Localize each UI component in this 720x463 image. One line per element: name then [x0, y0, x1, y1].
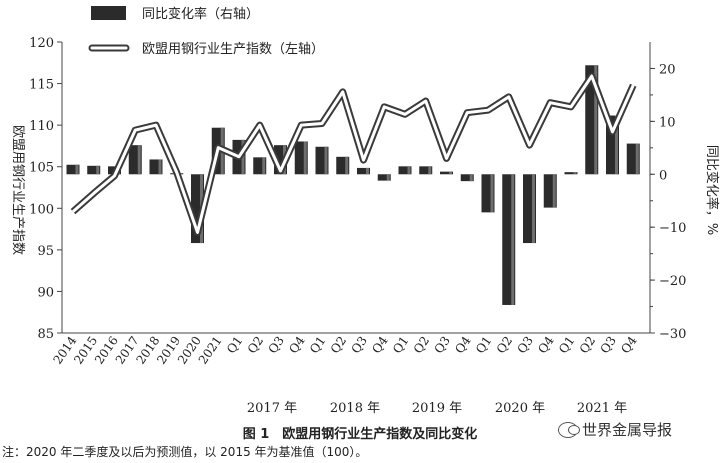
group-label-2017: 2017 年 — [247, 401, 297, 416]
bar-shade — [75, 164, 79, 175]
watermark: 世界金属导报 — [558, 419, 672, 440]
left-tick-label: 85 — [37, 327, 54, 342]
bar-shade — [303, 141, 307, 175]
bar-shade — [158, 159, 162, 175]
right-tick-label: 10 — [659, 115, 676, 130]
right-tick-label: 20 — [659, 62, 676, 77]
left-tick-label: 90 — [37, 285, 54, 300]
x-tick-label: Q4 — [369, 333, 391, 356]
bar-shade — [552, 174, 556, 208]
x-tick-label: Q2 — [494, 334, 515, 356]
x-tick-label: Q1 — [307, 334, 328, 356]
bar-shade — [532, 174, 535, 244]
bar — [357, 167, 370, 175]
left-tick-label: 95 — [37, 244, 54, 259]
bar-shade — [407, 166, 411, 175]
group-label-2020: 2020 年 — [495, 401, 545, 416]
bar — [377, 174, 391, 181]
bar-shade — [262, 157, 266, 175]
index-line — [72, 74, 635, 234]
x-tick-label: Q2 — [577, 334, 598, 356]
wechat-icon — [558, 421, 580, 438]
legend: 同比变化率（右轴） 欧盟用钢行业生产指数（左轴） — [88, 6, 324, 57]
x-tick-label: Q2 — [411, 334, 432, 356]
bar — [66, 164, 80, 175]
left-axis-ticks: 120 115 110 105 100 95 90 85 — [29, 36, 62, 342]
line-series — [70, 72, 637, 236]
group-label-2021: 2021 年 — [577, 401, 627, 416]
x-tick-label: Q4 — [286, 333, 308, 356]
bar-shade — [428, 166, 432, 175]
bar — [87, 165, 101, 175]
x-tick-label: Q1 — [390, 334, 411, 356]
right-axis-ticks: 20 10 0 −10 −20 −30 — [650, 62, 686, 342]
bar-shade — [96, 165, 100, 175]
right-axis-title: 同比变化率，% — [704, 145, 720, 235]
x-tick-label: Q3 — [431, 334, 452, 356]
right-tick-label: −30 — [659, 327, 686, 342]
right-tick-label: −10 — [659, 221, 686, 236]
bar-shade — [490, 174, 494, 213]
figure-caption: 图 1 欧盟用钢行业生产指数及同比变化 — [242, 427, 478, 442]
bar-shade — [469, 174, 473, 182]
chart-canvas: 同比变化率（右轴） 欧盟用钢行业生产指数（左轴） 120115110105100… — [10, 6, 720, 416]
x-tick-label: 2021 — [196, 334, 225, 367]
group-label-2018: 2018 年 — [330, 401, 380, 416]
x-tick-label: Q1 — [473, 334, 494, 356]
legend-bar-label: 同比变化率（右轴） — [142, 6, 259, 22]
left-axis-title: 欧盟用钢行业生产指数 — [10, 125, 25, 255]
bar-shade — [635, 143, 639, 175]
x-tick-label: Q3 — [265, 334, 286, 356]
left-tick-label: 105 — [29, 161, 54, 176]
bar-shade — [594, 65, 598, 175]
x-tick-label: Q2 — [328, 334, 349, 356]
x-tick-label: Q3 — [597, 334, 618, 356]
left-tick-label: 120 — [29, 36, 54, 51]
x-tick-label: Q4 — [452, 333, 474, 356]
index-line-outline — [70, 72, 637, 236]
bar — [398, 166, 412, 175]
bar-shade — [241, 139, 245, 175]
watermark-text: 世界金属导报 — [582, 421, 673, 439]
bar-shade — [573, 172, 577, 175]
bar-shade — [511, 174, 515, 305]
x-tick-label: Q4 — [618, 333, 640, 356]
legend-bar-swatch — [91, 6, 126, 20]
bar-shade — [386, 174, 390, 181]
bar-shade — [324, 146, 328, 175]
bar — [419, 166, 433, 175]
x-tick-label: Q1 — [556, 334, 577, 356]
x-tick-label: Q4 — [535, 333, 557, 356]
left-tick-label: 100 — [29, 202, 54, 217]
left-tick-label: 115 — [29, 78, 54, 93]
figure-note: 注：2020 年二季度及以后为预测值，以 2015 年为基准值（100）。 — [2, 445, 368, 459]
bar-shade — [137, 145, 141, 175]
bar — [440, 171, 453, 175]
bar-shade — [615, 115, 618, 175]
right-tick-label: −20 — [659, 274, 686, 289]
right-tick-label: 0 — [659, 168, 667, 183]
bar — [460, 174, 474, 182]
group-label-2019: 2019 年 — [412, 401, 462, 416]
bar-shade — [449, 171, 452, 175]
x-tick-label: Q3 — [348, 334, 369, 356]
x-tick-label: Q1 — [224, 334, 245, 356]
legend-line-label: 欧盟用钢行业生产指数（左轴） — [142, 42, 324, 57]
bar-shade — [366, 167, 369, 175]
bar — [564, 172, 578, 175]
x-tick-label: Q2 — [245, 334, 266, 356]
bar-shade — [345, 156, 349, 175]
x-tick-label: Q3 — [514, 334, 535, 356]
left-tick-label: 110 — [29, 119, 54, 134]
